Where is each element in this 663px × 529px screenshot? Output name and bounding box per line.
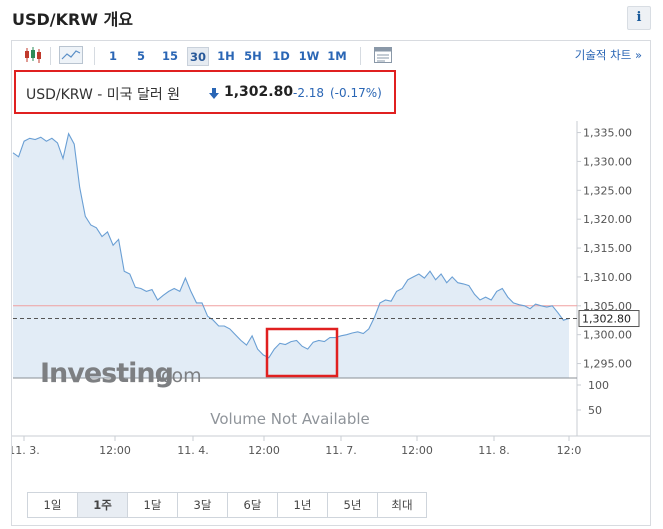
y-tick-label: 1,325.00 <box>583 184 632 197</box>
y-tick-label: 1,315.00 <box>583 242 632 255</box>
interval-5h[interactable]: 5H <box>244 49 262 63</box>
range-button[interactable]: 6달 <box>228 493 278 517</box>
interval-15[interactable]: 15 <box>161 49 178 63</box>
y-tick-label: 1,335.00 <box>583 127 632 140</box>
dip-highlight-box <box>265 327 339 378</box>
last-price: 1,302.80 <box>224 84 294 100</box>
time-range-selector: 1일 1주 1달 3달 6달 1년 5년 최대 <box>27 492 427 518</box>
table-view-icon[interactable] <box>373 46 393 64</box>
x-tick-label: 11. 4. <box>177 444 209 457</box>
range-button[interactable]: 1주 <box>78 493 128 517</box>
price-chart[interactable]: 1,335.00 1,330.00 1,325.00 1,320.00 1,315.00… <box>12 41 650 481</box>
price-change-percent: (-0.17%) <box>330 86 382 100</box>
y-tick-label: 1,320.00 <box>583 213 632 226</box>
currency-pair-name: USD/KRW - 미국 달러 원 <box>26 87 181 103</box>
x-tick-label: 11. 8. <box>478 444 510 457</box>
y-tick-label: 1,305.00 <box>583 300 632 313</box>
advanced-chart-link[interactable]: 기술적 차트 » <box>574 48 642 62</box>
range-button[interactable]: 5년 <box>328 493 378 517</box>
volume-unavailable-text: Volume Not Available <box>210 410 370 428</box>
y-tick-label: 1,295.00 <box>583 358 632 371</box>
interval-1w[interactable]: 1W <box>298 49 320 63</box>
interval-1[interactable]: 1 <box>108 49 117 63</box>
x-tick-label: 12:00 <box>401 444 433 457</box>
interval-1m[interactable]: 1M <box>327 49 347 63</box>
interval-30[interactable]: 30 <box>187 47 209 66</box>
toolbar-divider <box>94 47 95 65</box>
range-button[interactable]: 최대 <box>378 493 426 517</box>
range-button[interactable]: 1달 <box>128 493 178 517</box>
range-button[interactable]: 1년 <box>278 493 328 517</box>
last-price-label: 1,302.80 <box>582 313 631 326</box>
volume-tick-label: 50 <box>588 404 602 417</box>
watermark-domain: .com <box>155 365 202 387</box>
info-button[interactable]: i <box>627 6 651 30</box>
x-tick-label: 11. 3. <box>12 444 40 457</box>
watermark-logo: Investing <box>40 358 173 389</box>
toolbar-divider <box>360 47 361 65</box>
down-arrow-icon <box>209 86 219 100</box>
price-change: -2.18 <box>293 86 325 100</box>
chart-toolbar: 1 5 15 30 1H 5H 1D 1W 1M 기술적 차트 » <box>12 41 650 71</box>
y-tick-label: 1,330.00 <box>583 155 632 168</box>
y-tick-label: 1,310.00 <box>583 271 632 284</box>
x-tick-label: 12:00 <box>248 444 280 457</box>
area-chart-icon[interactable] <box>59 46 83 64</box>
range-button[interactable]: 1일 <box>28 493 78 517</box>
interval-1d[interactable]: 1D <box>272 49 290 63</box>
y-tick-label: 1,300.00 <box>583 329 632 342</box>
x-tick-label: 12:0 <box>557 444 582 457</box>
toolbar-divider <box>50 47 51 65</box>
price-line <box>12 132 570 359</box>
candlestick-icon[interactable] <box>22 46 44 64</box>
volume-tick-label: 100 <box>588 379 609 392</box>
last-price-tag <box>578 310 640 328</box>
quote-highlight-box: USD/KRW - 미국 달러 원 1,302.80 -2.18 (-0.17%… <box>14 70 396 114</box>
interval-5[interactable]: 5 <box>136 49 145 63</box>
interval-1h[interactable]: 1H <box>217 49 235 63</box>
range-button[interactable]: 3달 <box>178 493 228 517</box>
x-tick-label: 11. 7. <box>325 444 357 457</box>
price-area <box>13 133 569 378</box>
chart-widget: 1 5 15 30 1H 5H 1D 1W 1M 기술적 차트 » USD/KR… <box>11 40 651 526</box>
x-tick-label: 12:00 <box>99 444 131 457</box>
page-title: USD/KRW 개요 <box>12 10 134 29</box>
